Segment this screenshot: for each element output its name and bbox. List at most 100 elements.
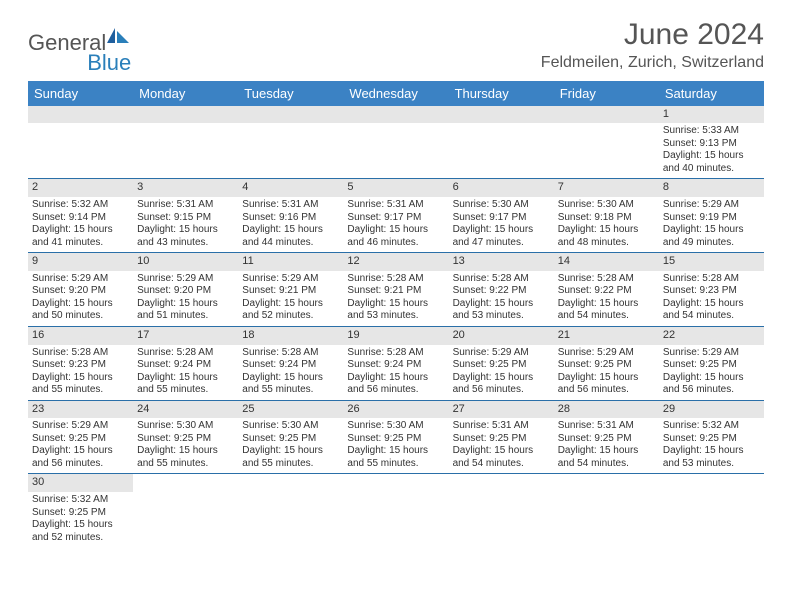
- calendar-cell: 28Sunrise: 5:31 AMSunset: 9:25 PMDayligh…: [554, 401, 659, 474]
- sunset-line: Sunset: 9:20 PM: [32, 285, 129, 298]
- daylight-line: Daylight: 15 hours and 53 minutes.: [663, 445, 760, 470]
- daylight-line: Daylight: 15 hours and 46 minutes.: [347, 224, 444, 249]
- weekday-header: Thursday: [449, 81, 554, 106]
- daylight-line: Daylight: 15 hours and 54 minutes.: [558, 298, 655, 323]
- calendar-cell: 8Sunrise: 5:29 AMSunset: 9:19 PMDaylight…: [659, 179, 764, 252]
- sunrise-line: Sunrise: 5:28 AM: [32, 347, 129, 360]
- empty-daynum-strip: [28, 106, 133, 124]
- daylight-line: Daylight: 15 hours and 49 minutes.: [663, 224, 760, 249]
- empty-daynum-strip: [554, 106, 659, 124]
- day-number: 5: [343, 179, 448, 197]
- day-number: 25: [238, 401, 343, 419]
- daylight-line: Daylight: 15 hours and 53 minutes.: [453, 298, 550, 323]
- calendar-cell: 21Sunrise: 5:29 AMSunset: 9:25 PMDayligh…: [554, 327, 659, 400]
- calendar-cell: [449, 106, 554, 179]
- day-number: 2: [28, 179, 133, 197]
- daylight-line: Daylight: 15 hours and 52 minutes.: [32, 519, 129, 544]
- calendar-cell: [449, 474, 554, 547]
- calendar-cell: 30Sunrise: 5:32 AMSunset: 9:25 PMDayligh…: [28, 474, 133, 547]
- empty-daynum-strip: [238, 106, 343, 124]
- sunrise-line: Sunrise: 5:33 AM: [663, 125, 760, 138]
- daylight-line: Daylight: 15 hours and 53 minutes.: [347, 298, 444, 323]
- daylight-line: Daylight: 15 hours and 55 minutes.: [137, 445, 234, 470]
- day-number: 3: [133, 179, 238, 197]
- sunset-line: Sunset: 9:25 PM: [663, 433, 760, 446]
- daylight-line: Daylight: 15 hours and 56 minutes.: [32, 445, 129, 470]
- sunrise-line: Sunrise: 5:30 AM: [347, 420, 444, 433]
- sunrise-line: Sunrise: 5:31 AM: [347, 199, 444, 212]
- calendar-week: 9Sunrise: 5:29 AMSunset: 9:20 PMDaylight…: [28, 253, 764, 327]
- calendar-cell: [133, 106, 238, 179]
- brand-text: GeneralBlue: [28, 28, 131, 73]
- sunset-line: Sunset: 9:23 PM: [663, 285, 760, 298]
- calendar-cell: 12Sunrise: 5:28 AMSunset: 9:21 PMDayligh…: [343, 253, 448, 326]
- sunset-line: Sunset: 9:24 PM: [242, 359, 339, 372]
- sunset-line: Sunset: 9:25 PM: [242, 433, 339, 446]
- sunrise-line: Sunrise: 5:28 AM: [347, 347, 444, 360]
- calendar-cell: 26Sunrise: 5:30 AMSunset: 9:25 PMDayligh…: [343, 401, 448, 474]
- day-number: 29: [659, 401, 764, 419]
- calendar-cell: [343, 474, 448, 547]
- sunrise-line: Sunrise: 5:32 AM: [32, 494, 129, 507]
- sunset-line: Sunset: 9:22 PM: [558, 285, 655, 298]
- calendar-cell: 7Sunrise: 5:30 AMSunset: 9:18 PMDaylight…: [554, 179, 659, 252]
- weekday-header: Wednesday: [343, 81, 448, 106]
- day-number: 22: [659, 327, 764, 345]
- calendar-cell: 22Sunrise: 5:29 AMSunset: 9:25 PMDayligh…: [659, 327, 764, 400]
- calendar-cell: 17Sunrise: 5:28 AMSunset: 9:24 PMDayligh…: [133, 327, 238, 400]
- daylight-line: Daylight: 15 hours and 55 minutes.: [242, 445, 339, 470]
- calendar-cell: [659, 474, 764, 547]
- day-number: 26: [343, 401, 448, 419]
- calendar-cell: [554, 474, 659, 547]
- sunset-line: Sunset: 9:17 PM: [453, 212, 550, 225]
- sunrise-line: Sunrise: 5:29 AM: [32, 420, 129, 433]
- calendar-cell: [343, 106, 448, 179]
- sunrise-line: Sunrise: 5:29 AM: [32, 273, 129, 286]
- calendar-cell: 3Sunrise: 5:31 AMSunset: 9:15 PMDaylight…: [133, 179, 238, 252]
- weekday-header: Friday: [554, 81, 659, 106]
- day-number: 8: [659, 179, 764, 197]
- sunrise-line: Sunrise: 5:30 AM: [558, 199, 655, 212]
- calendar-week: 2Sunrise: 5:32 AMSunset: 9:14 PMDaylight…: [28, 179, 764, 253]
- page-header: GeneralBlue June 2024 Feldmeilen, Zurich…: [28, 18, 764, 73]
- calendar-week: 16Sunrise: 5:28 AMSunset: 9:23 PMDayligh…: [28, 327, 764, 401]
- month-title: June 2024: [541, 18, 764, 52]
- calendar-body: 1Sunrise: 5:33 AMSunset: 9:13 PMDaylight…: [28, 106, 764, 548]
- weekday-header: Tuesday: [238, 81, 343, 106]
- calendar-page: GeneralBlue June 2024 Feldmeilen, Zurich…: [0, 0, 792, 557]
- daylight-line: Daylight: 15 hours and 44 minutes.: [242, 224, 339, 249]
- calendar-cell: 24Sunrise: 5:30 AMSunset: 9:25 PMDayligh…: [133, 401, 238, 474]
- calendar-cell: 20Sunrise: 5:29 AMSunset: 9:25 PMDayligh…: [449, 327, 554, 400]
- sunrise-line: Sunrise: 5:28 AM: [558, 273, 655, 286]
- calendar-cell: 29Sunrise: 5:32 AMSunset: 9:25 PMDayligh…: [659, 401, 764, 474]
- calendar-week: 30Sunrise: 5:32 AMSunset: 9:25 PMDayligh…: [28, 474, 764, 547]
- calendar-cell: 27Sunrise: 5:31 AMSunset: 9:25 PMDayligh…: [449, 401, 554, 474]
- sunset-line: Sunset: 9:25 PM: [453, 359, 550, 372]
- calendar-cell: 6Sunrise: 5:30 AMSunset: 9:17 PMDaylight…: [449, 179, 554, 252]
- calendar-cell: 13Sunrise: 5:28 AMSunset: 9:22 PMDayligh…: [449, 253, 554, 326]
- day-number: 27: [449, 401, 554, 419]
- calendar-cell: 19Sunrise: 5:28 AMSunset: 9:24 PMDayligh…: [343, 327, 448, 400]
- daylight-line: Daylight: 15 hours and 50 minutes.: [32, 298, 129, 323]
- sunrise-line: Sunrise: 5:29 AM: [453, 347, 550, 360]
- day-number: 16: [28, 327, 133, 345]
- day-number: 6: [449, 179, 554, 197]
- weekday-header-row: Sunday Monday Tuesday Wednesday Thursday…: [28, 81, 764, 106]
- day-number: 18: [238, 327, 343, 345]
- daylight-line: Daylight: 15 hours and 54 minutes.: [558, 445, 655, 470]
- sunset-line: Sunset: 9:13 PM: [663, 138, 760, 151]
- day-number: 11: [238, 253, 343, 271]
- sunset-line: Sunset: 9:19 PM: [663, 212, 760, 225]
- sunset-line: Sunset: 9:25 PM: [663, 359, 760, 372]
- sunset-line: Sunset: 9:21 PM: [242, 285, 339, 298]
- calendar-cell: 5Sunrise: 5:31 AMSunset: 9:17 PMDaylight…: [343, 179, 448, 252]
- calendar-cell: [28, 106, 133, 179]
- brand-word-blue: Blue: [87, 50, 131, 75]
- daylight-line: Daylight: 15 hours and 56 minutes.: [663, 372, 760, 397]
- sunset-line: Sunset: 9:25 PM: [453, 433, 550, 446]
- sunset-line: Sunset: 9:22 PM: [453, 285, 550, 298]
- sunset-line: Sunset: 9:25 PM: [32, 507, 129, 520]
- daylight-line: Daylight: 15 hours and 52 minutes.: [242, 298, 339, 323]
- daylight-line: Daylight: 15 hours and 54 minutes.: [453, 445, 550, 470]
- calendar-cell: [554, 106, 659, 179]
